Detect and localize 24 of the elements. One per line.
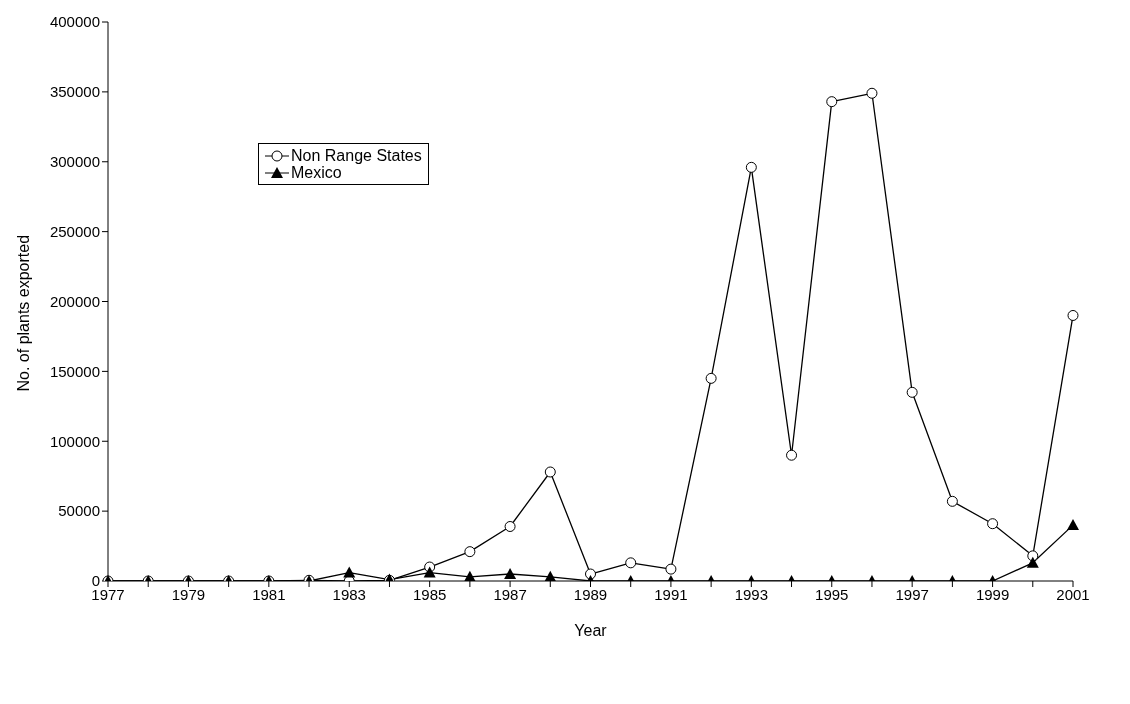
x-tick-label: 1983: [332, 585, 366, 603]
y-tick-label: 250000: [49, 222, 100, 240]
x-tick-label: 1995: [815, 585, 849, 603]
x-tick-label: 1993: [734, 585, 769, 603]
x-tick-label: 1987: [493, 585, 527, 603]
y-tick-label: 200000: [49, 292, 100, 310]
y-tick-label: 100000: [49, 432, 100, 450]
y-tick-label: 150000: [49, 362, 100, 380]
x-axis-title: Year: [574, 622, 608, 639]
x-tick-label: 1989: [573, 585, 608, 603]
y-axis-title: No. of plants exported: [14, 234, 32, 392]
x-tick-label: 1979: [171, 585, 206, 603]
x-tick-label: 1981: [252, 585, 286, 603]
x-tick-label: 1997: [895, 585, 929, 603]
x-tick-label: 2001: [1056, 585, 1090, 603]
y-tick-label: 400000: [49, 13, 100, 31]
y-tick-label: 50000: [58, 502, 100, 520]
legend-label: Non Range States: [291, 147, 422, 164]
x-tick-label: 1985: [412, 585, 447, 603]
y-tick-label: 300000: [49, 153, 100, 171]
legend-label: Mexico: [291, 164, 342, 181]
y-tick-label: 350000: [49, 83, 100, 101]
x-tick-label: 1991: [654, 585, 688, 603]
x-tick-label: 1999: [975, 585, 1010, 603]
